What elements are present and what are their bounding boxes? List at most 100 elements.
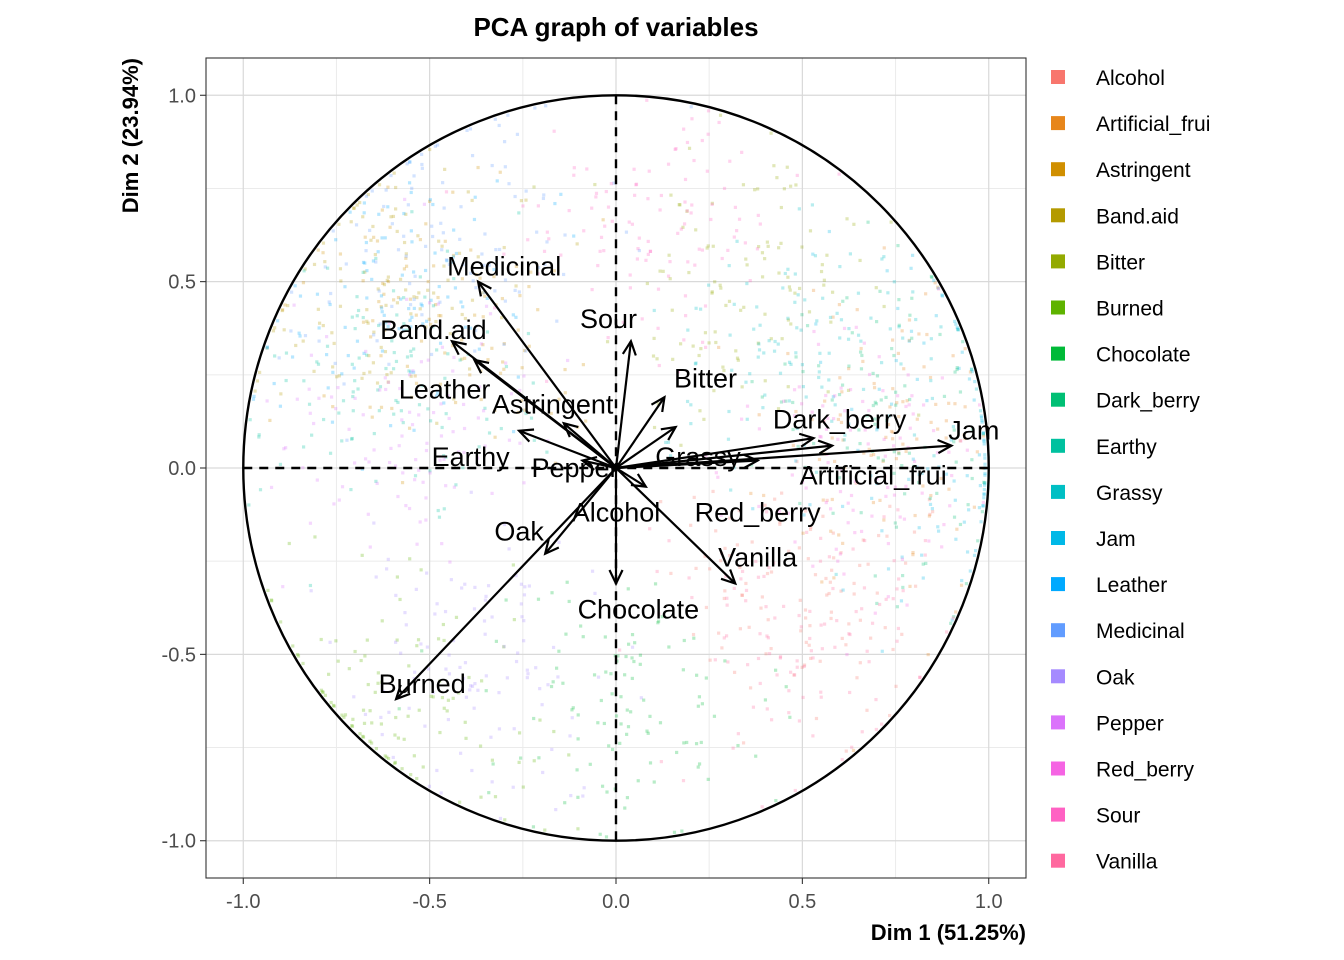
cloud-point (538, 687, 542, 691)
cloud-point (400, 273, 404, 277)
cloud-point (838, 552, 842, 556)
cloud-point (368, 370, 372, 374)
legend-label: Grassy (1096, 482, 1163, 505)
cloud-point (703, 331, 708, 335)
cloud-point (352, 695, 356, 699)
cloud-point (706, 244, 710, 248)
cloud-point (822, 278, 826, 282)
x-tick-label: 1.0 (975, 891, 1003, 913)
cloud-point (836, 417, 841, 422)
cloud-point (851, 508, 855, 512)
cloud-point (452, 485, 456, 489)
cloud-point (639, 696, 643, 700)
cloud-point (970, 368, 974, 372)
cloud-point (910, 253, 915, 257)
cloud-point (415, 295, 419, 300)
cloud-point (766, 244, 770, 248)
cloud-point (742, 305, 746, 309)
cloud-point (431, 234, 435, 239)
cloud-point (727, 299, 732, 303)
cloud-point (368, 228, 372, 233)
cloud-point (377, 323, 381, 328)
cloud-point (420, 166, 424, 170)
cloud-point (552, 129, 556, 133)
cloud-point (355, 203, 359, 207)
cloud-point (470, 298, 475, 302)
cloud-point (795, 326, 799, 330)
cloud-point (959, 583, 964, 587)
cloud-point (336, 659, 340, 663)
cloud-point (931, 428, 936, 433)
cloud-point (975, 450, 979, 454)
cloud-point (847, 622, 851, 626)
cloud-point (442, 706, 446, 710)
cloud-point (607, 744, 611, 748)
cloud-point (447, 672, 452, 676)
cloud-point (778, 371, 783, 375)
cloud-point (707, 341, 711, 345)
cloud-point (385, 755, 389, 759)
cloud-point (431, 695, 435, 699)
cloud-point (473, 195, 477, 199)
cloud-point (828, 507, 833, 511)
cloud-point (357, 356, 361, 360)
cloud-point (441, 181, 445, 185)
cloud-point (379, 304, 383, 309)
cloud-point (440, 695, 445, 700)
cloud-point (463, 582, 467, 586)
legend-item: Pepper (1051, 712, 1164, 735)
cloud-point (354, 223, 359, 227)
cloud-point (753, 188, 757, 192)
cloud-point (612, 181, 616, 185)
arrowhead-red-berry (743, 453, 761, 469)
cloud-point (626, 725, 631, 729)
cloud-point (621, 320, 625, 324)
cloud-point (965, 474, 969, 478)
cloud-point (444, 412, 448, 416)
cloud-point (974, 549, 978, 553)
cloud-point (442, 638, 446, 643)
cloud-point (610, 692, 614, 696)
cloud-point (447, 262, 451, 267)
cloud-point (774, 798, 778, 803)
cloud-point (759, 606, 763, 610)
cloud-point (874, 320, 879, 324)
cloud-point (953, 498, 957, 502)
cloud-point (445, 259, 449, 263)
legend-item: Grassy (1051, 482, 1163, 505)
cloud-point (769, 570, 774, 574)
arrow-medicinal (477, 280, 617, 469)
cloud-point (326, 672, 331, 676)
cloud-point (531, 381, 535, 385)
cloud-point (829, 616, 833, 621)
cloud-point (978, 483, 982, 488)
cloud-point (804, 486, 808, 490)
cloud-point (382, 204, 386, 209)
cloud-point (363, 654, 367, 658)
cloud-point (647, 169, 651, 173)
cloud-point (364, 349, 368, 354)
cloud-point (767, 566, 771, 570)
cloud-point (460, 277, 464, 281)
cloud-point (907, 451, 912, 455)
cloud-point (912, 530, 917, 534)
legend-swatch (1051, 669, 1065, 684)
cloud-point (958, 522, 963, 527)
cloud-point (765, 707, 769, 711)
cloud-point (760, 395, 764, 399)
cloud-point (409, 190, 413, 195)
cloud-point (418, 275, 422, 279)
cloud-point (832, 576, 836, 580)
cloud-point (636, 247, 640, 251)
cloud-point (332, 502, 336, 506)
cloud-point (831, 531, 835, 535)
cloud-point (872, 452, 876, 457)
cloud-point (766, 618, 770, 622)
cloud-point (689, 403, 693, 407)
cloud-point (855, 308, 859, 312)
cloud-point (713, 280, 717, 284)
cloud-point (514, 659, 519, 664)
cloud-point (382, 313, 386, 317)
arrow-oak (544, 467, 617, 555)
cloud-point (302, 379, 306, 383)
